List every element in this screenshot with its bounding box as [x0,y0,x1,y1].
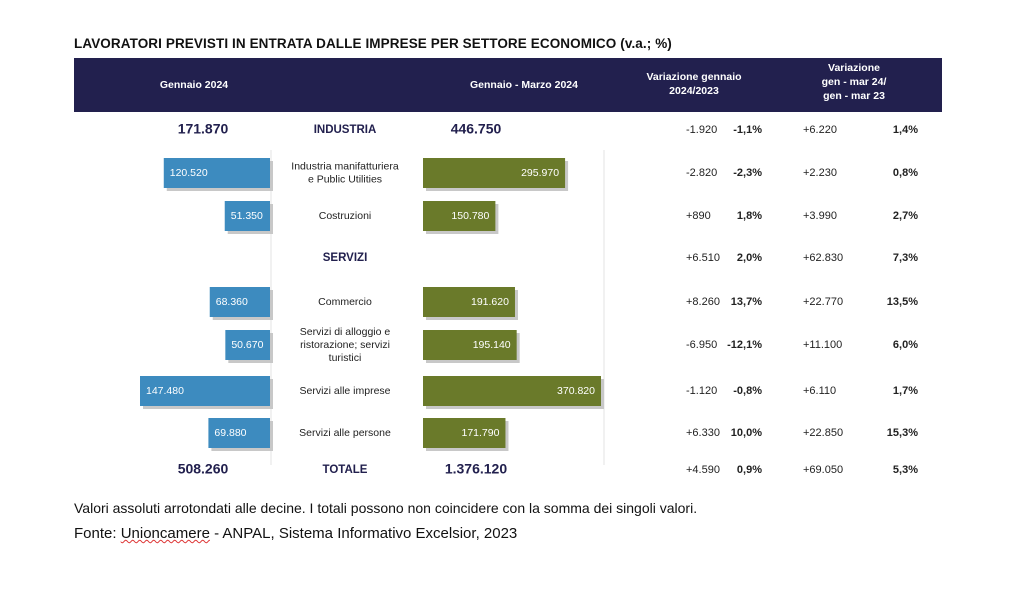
bar-gen-label: 147.480 [146,385,184,397]
bar-gen [208,418,270,448]
var-gen-value: +6.330 [686,427,720,439]
var-gen-pct: 10,0% [731,427,762,439]
var-gen-pct: 13,7% [731,296,762,308]
header-gennaio-2024: Gennaio 2024 [159,79,229,91]
var-q-pct: 13,5% [887,296,918,308]
source-rest: - ANPAL, Sistema Informativo Excelsior, … [209,525,518,542]
var-q-pct: 6,0% [893,339,918,351]
var-gen-pct: 1,8% [737,210,762,222]
var-gen-value: +6.510 [686,252,720,264]
bar-genmar-label: 370.820 [557,385,595,397]
bar-genmar-label: 295.970 [521,167,559,179]
header-variazione-trimestre: Variazione gen - mar 24/ gen - mar 23 [789,61,919,103]
var-q-value: +22.770 [803,296,843,308]
header-variazione-trimestre-line2: gen - mar 24/ [821,76,887,88]
category-label: TOTALE [323,464,368,476]
header-gennaio-marzo-2024: Gennaio - Marzo 2024 [470,79,578,91]
var-q-value: +6.110 [803,385,836,397]
var-gen-pct: -0,8% [733,385,762,397]
bar-genmar-label: 171.790 [461,427,499,439]
source-org: Unioncamere [120,525,210,542]
var-gen-pct: -1,1% [733,124,762,136]
category-label: Costruzioni [319,210,372,222]
var-gen-pct: -2,3% [733,167,762,179]
bar-gen [224,201,270,231]
var-q-value: +6.220 [803,124,837,136]
bar-gen [209,287,270,317]
total-genmar-value: 1.376.120 [445,461,507,477]
var-gen-value: -1.920 [686,124,717,136]
source-prefix: Fonte: [74,525,121,542]
header-variazione-trimestre-line3: gen - mar 23 [823,90,885,102]
bar-genmar [423,287,515,317]
category-label: Servizi di alloggio e [300,326,391,338]
category-label: ristorazione; servizi [300,339,390,351]
bar-gen [163,158,270,188]
bar-gen-label: 69.880 [214,427,246,439]
var-q-pct: 5,3% [893,464,918,476]
var-q-pct: 1,7% [893,385,918,397]
total-gen-value: 171.870 [178,121,229,137]
bar-genmar-label: 150.780 [451,210,489,222]
bar-genmar-label: 191.620 [471,296,509,308]
category-label: INDUSTRIA [314,124,377,136]
bar-genmar [423,376,601,406]
bar-genmar [423,330,517,360]
bar-gen [140,376,270,406]
var-gen-pct: -12,1% [727,339,762,351]
bar-gen-label: 120.520 [170,167,208,179]
total-genmar-value: 446.750 [451,121,502,137]
category-label: Servizi alle persone [299,427,391,439]
var-q-value: +11.100 [803,339,842,351]
category-label: Servizi alle imprese [299,385,390,397]
total-gen-value: 508.260 [178,461,229,477]
category-label: turistici [329,352,362,364]
var-gen-value: +890 [686,210,711,222]
var-q-pct: 2,7% [893,210,918,222]
bar-gen-label: 51.350 [231,210,263,222]
var-gen-value: +4.590 [686,464,720,476]
var-q-value: +2.230 [803,167,837,179]
header-variazione-gennaio-line2: 2024/2023 [669,85,719,97]
var-q-pct: 0,8% [893,167,918,179]
bar-gen-label: 50.670 [231,339,263,351]
header-variazione-trimestre-line1: Variazione [828,62,880,74]
var-q-value: +22.850 [803,427,843,439]
var-q-value: +62.830 [803,252,843,264]
chart-title: LAVORATORI PREVISTI IN ENTRATA DALLE IMP… [74,36,672,51]
bar-gen [225,330,270,360]
header-variazione-gennaio: Variazione gennaio 2024/2023 [614,70,774,98]
var-gen-value: +8.260 [686,296,720,308]
bar-gen-label: 68.360 [216,296,248,308]
table-header: Gennaio 2024 Gennaio - Marzo 2024 Variaz… [74,58,942,112]
var-q-value: +69.050 [803,464,843,476]
footnote: Valori assoluti arrotondati alle decine.… [74,500,698,516]
var-gen-value: -2.820 [686,167,717,179]
var-q-pct: 1,4% [893,124,918,136]
var-q-pct: 15,3% [887,427,918,439]
source-note: Fonte: Unioncamere - ANPAL, Sistema Info… [74,525,517,542]
bar-genmar-label: 195.140 [473,339,511,351]
var-q-pct: 7,3% [893,252,918,264]
var-gen-value: -6.950 [686,339,717,351]
var-q-value: +3.990 [803,210,837,222]
var-gen-pct: 0,9% [737,464,762,476]
category-label: Commercio [318,296,372,308]
category-label: Industria manifatturiera [291,160,399,172]
bar-genmar [423,418,506,448]
var-gen-value: -1.120 [686,385,717,397]
var-gen-pct: 2,0% [737,252,762,264]
header-variazione-gennaio-line1: Variazione gennaio [646,71,742,83]
category-label: SERVIZI [323,252,368,264]
bar-genmar [423,201,496,231]
bar-genmar [423,158,566,188]
category-label: e Public Utilities [308,173,382,185]
